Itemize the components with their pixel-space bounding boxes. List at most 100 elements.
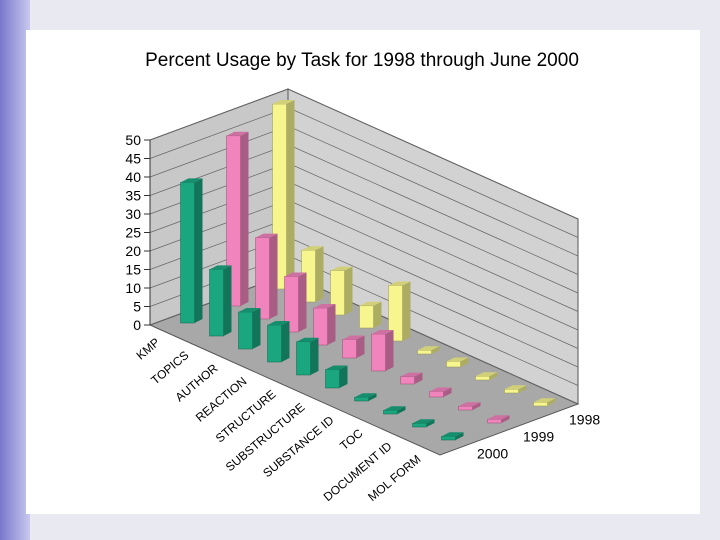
bar-top [313, 304, 336, 308]
bar-side [252, 308, 261, 349]
bar-top [417, 346, 440, 351]
bar-front [475, 376, 490, 381]
bar-top [475, 372, 498, 377]
bar [330, 266, 353, 316]
bar-side [240, 131, 249, 306]
bar-top [342, 335, 365, 340]
bar-front [458, 406, 473, 411]
bar-side [327, 304, 336, 345]
bar-top [255, 233, 278, 238]
bar [342, 335, 365, 359]
bar-front [180, 182, 195, 324]
bar-side [385, 330, 394, 371]
bar-top [238, 308, 261, 312]
bar-side [489, 372, 498, 380]
bar-front [504, 389, 519, 394]
bar [209, 265, 232, 337]
bar-front [325, 369, 340, 389]
bar-side [298, 272, 307, 332]
bar [180, 178, 203, 324]
bar-side [315, 246, 324, 302]
bar-top [412, 419, 435, 424]
bar-side [286, 100, 295, 289]
bar [301, 246, 324, 303]
bar-top [330, 266, 353, 271]
bar-side [281, 321, 290, 362]
bar-top [284, 272, 307, 277]
bar-side [431, 346, 440, 354]
bar [359, 301, 382, 329]
bar-front [255, 237, 270, 320]
slide-stripe [0, 0, 30, 540]
bar [533, 398, 556, 407]
bar [400, 372, 423, 385]
bar [441, 432, 464, 441]
bar-front [446, 361, 461, 368]
bar-top [533, 398, 556, 403]
bar-front [267, 324, 282, 363]
bar-top [359, 301, 382, 306]
bar-front [441, 436, 456, 441]
bar-side [472, 402, 481, 410]
bar-top [272, 100, 295, 104]
bar-top [209, 265, 232, 270]
bar-side [501, 415, 510, 423]
bar-side [460, 357, 469, 367]
bar-top [296, 337, 319, 342]
bar [296, 337, 319, 376]
bar-side [397, 406, 406, 414]
bar [267, 321, 290, 363]
bar-side [368, 393, 377, 401]
bar-side [373, 301, 382, 328]
bar-top [504, 385, 527, 390]
bar-front [354, 397, 369, 402]
bar-top [429, 387, 452, 392]
bar-front [238, 311, 253, 350]
y-tick-label: 10 [125, 280, 141, 296]
bar-side [402, 281, 411, 341]
bar [412, 419, 435, 428]
bar-top [301, 246, 324, 251]
bar [354, 393, 377, 402]
bar-side [455, 432, 464, 440]
bar [504, 385, 527, 394]
y-tick-label: 35 [125, 188, 141, 204]
bar-side [269, 233, 278, 319]
y-tick-label: 0 [133, 317, 141, 333]
y-tick-label: 20 [125, 243, 141, 259]
series-label: 2000 [477, 446, 508, 462]
bar-front [533, 402, 548, 407]
bar-top [441, 432, 464, 437]
y-tick-label: 25 [125, 225, 141, 241]
bar-top [226, 131, 249, 136]
bar-top [458, 402, 481, 407]
bar-top [446, 357, 469, 362]
bar-side [518, 385, 527, 393]
bar [255, 233, 278, 320]
bar-side [223, 265, 232, 336]
bar-top [180, 178, 203, 183]
bar [475, 372, 498, 381]
bar-side [194, 178, 203, 323]
bar-top [383, 406, 406, 411]
bar [238, 308, 261, 350]
bar-front [359, 305, 374, 329]
bar [371, 330, 394, 372]
bar-top [371, 330, 394, 334]
bar [417, 346, 440, 355]
bar-front [383, 410, 398, 415]
bar [383, 406, 406, 415]
bar-side [414, 372, 423, 384]
bar-side [547, 398, 556, 406]
bar [487, 415, 510, 424]
y-tick-label: 50 [125, 132, 141, 148]
bar [313, 304, 336, 346]
bar-front [209, 269, 224, 337]
bar-top [325, 365, 348, 370]
bar [458, 402, 481, 411]
bar-front [429, 391, 444, 398]
bar-top [487, 415, 510, 420]
bar-front [400, 376, 415, 385]
y-tick-label: 30 [125, 206, 141, 222]
